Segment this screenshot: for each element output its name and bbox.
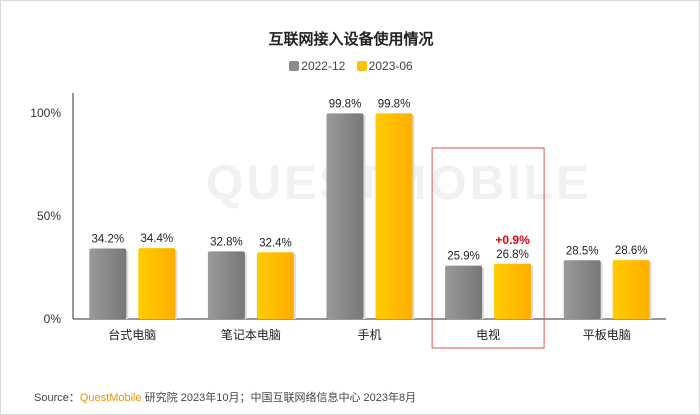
data-label: 34.4% bbox=[140, 233, 173, 245]
bar-2023-06-电视 bbox=[494, 263, 532, 319]
bar-2022-12-台式电脑 bbox=[89, 248, 127, 319]
data-label: 32.8% bbox=[210, 236, 243, 248]
source-note: Source：QuestMobile 研究院 2023年10月；中国互联网络信息… bbox=[34, 389, 416, 405]
data-label: 25.9% bbox=[447, 251, 480, 263]
legend-label: 2023-06 bbox=[368, 59, 413, 73]
change-annotation: +0.9% bbox=[495, 233, 530, 247]
y-tick-label: 100% bbox=[30, 106, 61, 120]
x-tick-label: 平板电脑 bbox=[583, 328, 631, 342]
y-tick-label: 0% bbox=[44, 312, 62, 326]
bar-2022-12-平板电脑 bbox=[563, 260, 601, 319]
data-label: 28.6% bbox=[615, 245, 648, 257]
x-tick-label: 笔记本电脑 bbox=[221, 327, 281, 342]
data-label: 32.4% bbox=[259, 237, 292, 249]
legend-item-2022-12: 2022-12 bbox=[289, 59, 345, 73]
data-label: 99.8% bbox=[378, 98, 411, 110]
x-tick-label: 台式电脑 bbox=[108, 327, 156, 342]
chart-title: 互联网接入设备使用情况 bbox=[268, 31, 434, 48]
legend-swatch bbox=[356, 61, 367, 71]
highlight-box bbox=[431, 147, 545, 349]
source-prefix: Source： bbox=[34, 392, 80, 404]
legend-swatch bbox=[289, 61, 300, 71]
bar-2022-12-手机 bbox=[326, 113, 364, 319]
x-tick-label: 手机 bbox=[357, 328, 381, 342]
legend-label: 2022-12 bbox=[301, 59, 346, 73]
legend-item-2023-06: 2023-06 bbox=[356, 59, 413, 73]
data-label: 26.8% bbox=[496, 249, 529, 261]
bar-2022-12-电视 bbox=[445, 265, 483, 319]
source-text: 研究院 2023年10月；中国互联网络信息中心 2023年8月 bbox=[144, 392, 417, 404]
data-label: 99.8% bbox=[329, 98, 362, 110]
data-label: 34.2% bbox=[91, 234, 124, 246]
bar-2023-06-平板电脑 bbox=[612, 260, 650, 319]
bar-2022-12-笔记本电脑 bbox=[207, 251, 245, 319]
x-tick-label: 电视 bbox=[476, 327, 500, 342]
y-tick-label: 50% bbox=[37, 209, 61, 223]
data-label: 28.5% bbox=[566, 245, 599, 257]
legend: 2022-12 2023-06 bbox=[1, 59, 699, 74]
bar-2023-06-台式电脑 bbox=[138, 248, 176, 319]
bar-2023-06-手机 bbox=[375, 113, 413, 319]
bar-2023-06-笔记本电脑 bbox=[256, 252, 294, 319]
source-brand: QuestMobile bbox=[79, 392, 142, 404]
